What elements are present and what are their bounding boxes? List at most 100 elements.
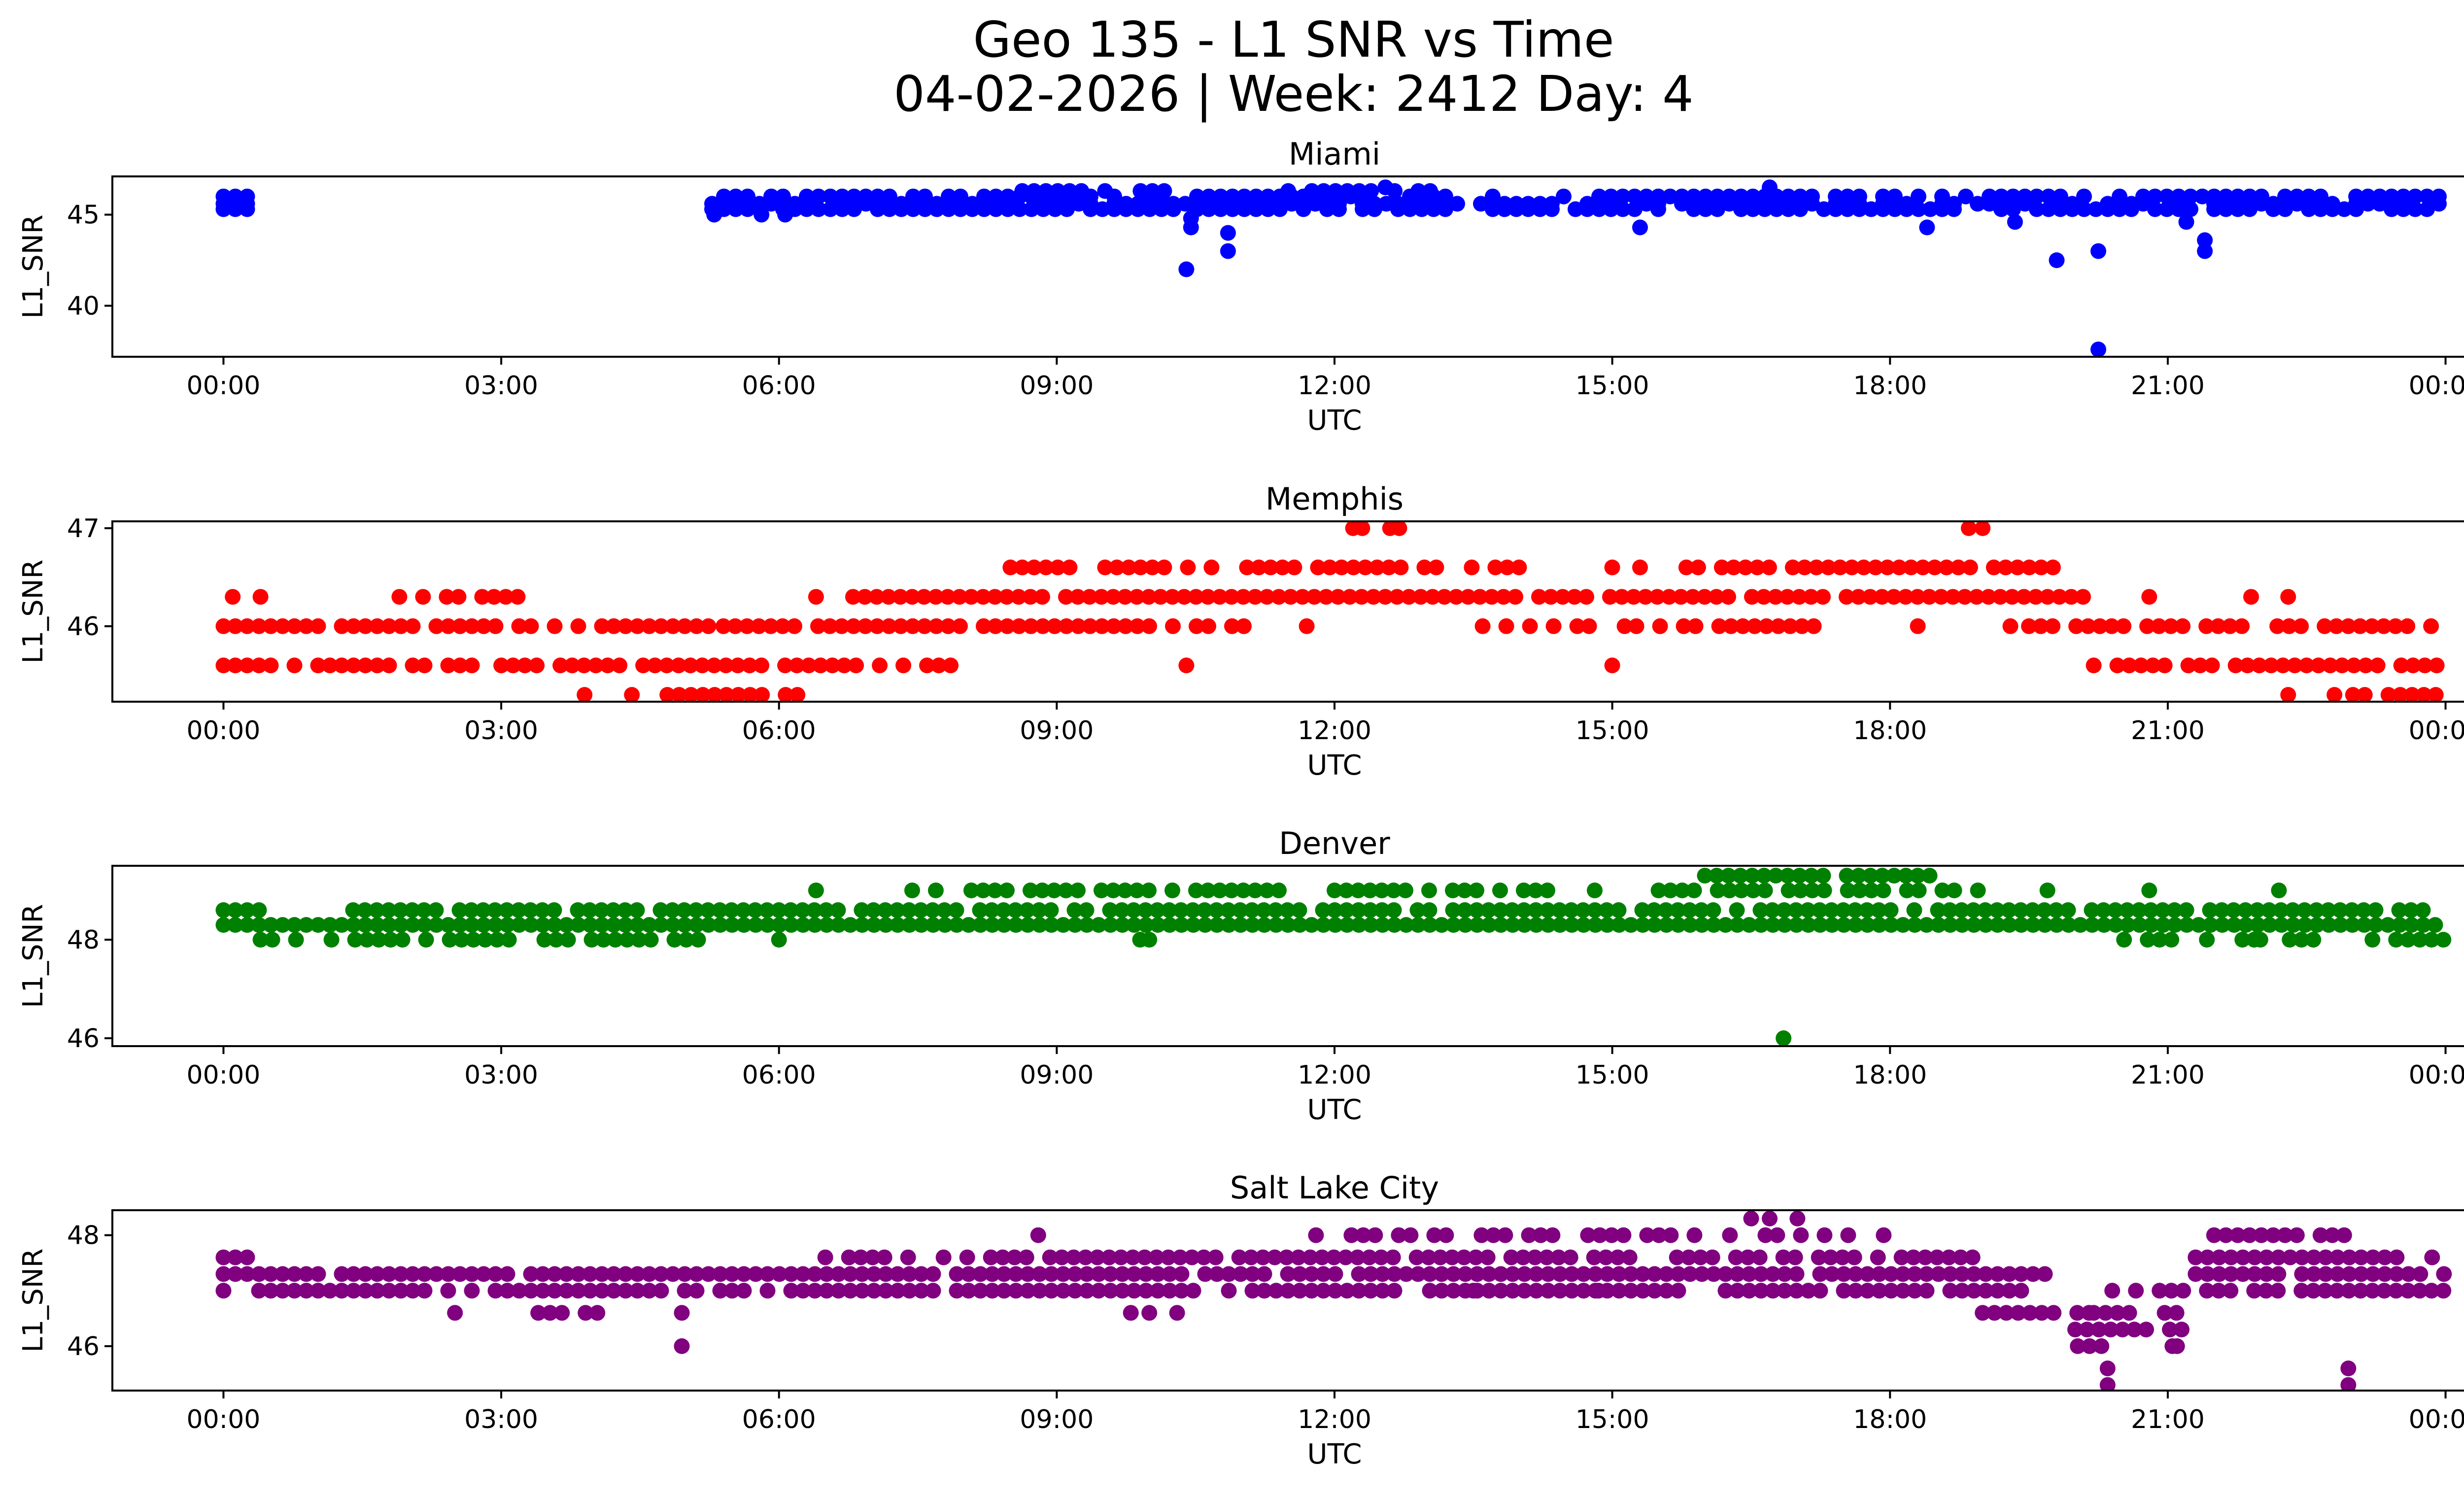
data-point bbox=[1780, 589, 1795, 605]
data-point bbox=[959, 1249, 975, 1265]
data-point bbox=[1623, 917, 1639, 933]
data-point bbox=[357, 1283, 374, 1299]
data-point bbox=[940, 618, 956, 634]
data-point bbox=[475, 902, 491, 918]
data-point bbox=[612, 657, 628, 674]
data-point bbox=[1686, 1227, 1703, 1243]
data-point bbox=[416, 1283, 433, 1299]
data-point bbox=[1756, 589, 1772, 605]
data-point bbox=[1065, 1249, 1082, 1265]
data-point bbox=[854, 1266, 870, 1282]
x-tick-label: 21:00 bbox=[2131, 1060, 2205, 1090]
data-point bbox=[323, 932, 340, 948]
data-point bbox=[1788, 1266, 1805, 1282]
data-point bbox=[487, 902, 503, 918]
data-point bbox=[215, 1283, 232, 1299]
data-point bbox=[1639, 1227, 1655, 1243]
data-point bbox=[1244, 902, 1260, 918]
data-point bbox=[1879, 559, 1895, 576]
data-point bbox=[529, 657, 545, 674]
data-point bbox=[1363, 183, 1379, 199]
data-point bbox=[369, 1283, 385, 1299]
data-point bbox=[1555, 589, 1571, 605]
data-point bbox=[1515, 1249, 1531, 1265]
data-point bbox=[2178, 902, 2194, 918]
data-point bbox=[595, 932, 612, 948]
data-point bbox=[570, 1283, 586, 1299]
data-point bbox=[1728, 1249, 1744, 1265]
data-point bbox=[996, 1266, 1012, 1282]
data-point bbox=[1717, 1266, 1734, 1282]
data-point bbox=[822, 188, 838, 204]
x-axis-label: UTC bbox=[1307, 1438, 1362, 1470]
data-point bbox=[1704, 1249, 1720, 1265]
data-point bbox=[2223, 1283, 2239, 1299]
data-point bbox=[1616, 618, 1633, 634]
data-point bbox=[949, 1266, 965, 1282]
data-point bbox=[1008, 917, 1024, 933]
data-point bbox=[677, 1283, 693, 1299]
data-point bbox=[1599, 1266, 1615, 1282]
data-point bbox=[1422, 917, 1438, 933]
data-point bbox=[984, 917, 1000, 933]
data-point bbox=[2357, 687, 2373, 702]
data-point bbox=[2293, 932, 2310, 948]
data-point bbox=[1286, 559, 1302, 576]
data-point bbox=[2328, 618, 2345, 634]
y-axis-label: L1_SNR bbox=[17, 559, 49, 663]
data-point bbox=[1268, 917, 1284, 933]
data-point bbox=[1692, 1249, 1709, 1265]
data-point bbox=[2163, 1283, 2180, 1299]
data-point bbox=[1875, 883, 1891, 898]
data-point bbox=[677, 917, 693, 933]
x-tick-label: 09:00 bbox=[1020, 1060, 1094, 1090]
data-point bbox=[1176, 589, 1192, 605]
y-axis-label: L1_SNR bbox=[17, 1248, 49, 1352]
data-point bbox=[570, 917, 586, 933]
data-point bbox=[1232, 917, 1249, 933]
data-point bbox=[2294, 1249, 2310, 1265]
data-point bbox=[1729, 902, 1745, 918]
data-point bbox=[1970, 196, 1985, 212]
data-point bbox=[1351, 183, 1368, 199]
data-point bbox=[801, 657, 817, 674]
data-point bbox=[854, 902, 870, 918]
data-point bbox=[2007, 214, 2023, 230]
data-point bbox=[854, 1283, 870, 1299]
data-point bbox=[2336, 1227, 2352, 1243]
data-point bbox=[2025, 917, 2041, 933]
data-point bbox=[2024, 902, 2041, 918]
data-point bbox=[1224, 618, 1240, 634]
data-point bbox=[659, 687, 676, 702]
data-point bbox=[1661, 589, 1677, 605]
data-point bbox=[848, 657, 864, 674]
data-point bbox=[730, 687, 747, 702]
data-point bbox=[716, 618, 731, 634]
data-point bbox=[547, 1266, 563, 1282]
y-tick-label: 46 bbox=[67, 1332, 100, 1361]
data-point bbox=[2317, 1283, 2333, 1299]
data-point bbox=[1918, 1266, 1935, 1282]
data-point bbox=[1280, 1266, 1296, 1282]
data-point bbox=[1114, 917, 1130, 933]
data-point bbox=[2226, 917, 2242, 933]
data-point bbox=[724, 917, 740, 933]
data-point bbox=[1735, 618, 1751, 634]
data-point bbox=[1569, 618, 1585, 634]
data-point bbox=[676, 902, 692, 918]
data-point bbox=[1011, 618, 1027, 634]
data-point bbox=[1649, 589, 1665, 605]
data-point bbox=[382, 932, 399, 948]
data-point bbox=[2345, 687, 2361, 702]
data-point bbox=[2175, 1283, 2191, 1299]
data-point bbox=[1544, 1227, 1561, 1243]
data-point bbox=[688, 917, 705, 933]
data-point bbox=[1516, 902, 1532, 918]
data-point bbox=[1591, 201, 1607, 217]
data-point bbox=[1338, 883, 1354, 898]
data-point bbox=[2145, 657, 2161, 674]
data-point bbox=[1302, 1249, 1318, 1265]
data-point bbox=[819, 1283, 835, 1299]
data-point bbox=[2109, 1305, 2125, 1321]
data-point bbox=[1966, 1266, 1982, 1282]
